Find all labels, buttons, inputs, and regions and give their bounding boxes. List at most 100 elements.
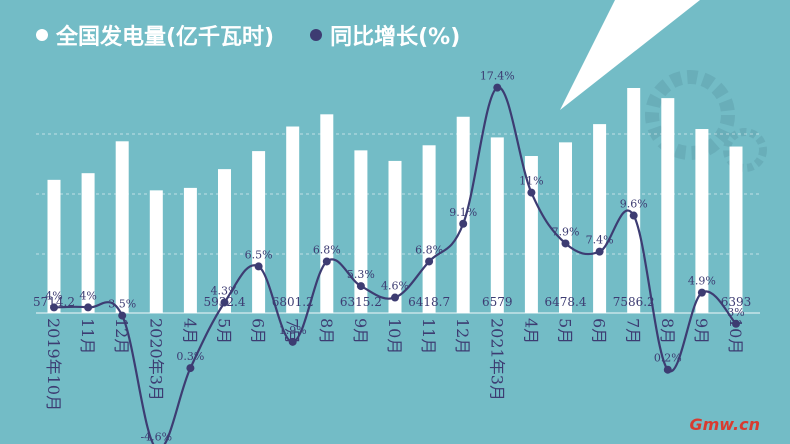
bar [593,124,607,313]
x-tick-label: 8月 [317,318,336,344]
bar-value-label: 6315.2 [340,295,382,309]
bar [354,150,368,313]
growth-label: 7.9% [552,225,580,238]
bar-value-label: 6801.2 [272,295,314,309]
growth-point [322,257,331,266]
growth-label: 5.3% [347,268,375,281]
growth-point [50,303,58,312]
growth-point [527,188,536,197]
legend-line-swatch [310,29,323,41]
growth-label: 0.2% [654,352,682,365]
growth-label: 6.8% [313,243,341,256]
decor-gear-large [645,70,735,160]
growth-label: 17.4% [480,70,515,83]
growth-point [118,311,127,320]
legend: 全国发电量(亿千瓦时) 同比增长(%) [36,20,460,50]
bars-group [47,88,743,314]
growth-label: 1.9% [279,324,307,337]
bar [47,179,61,313]
bar-value-label: 6418.7 [408,295,450,309]
growth-label: 6.8% [415,243,443,256]
growth-point [84,303,93,312]
x-tick-label: 8月 [658,318,677,344]
x-tick-label: 4月 [521,318,540,344]
bar [559,142,572,313]
bar [695,129,709,313]
growth-point [732,319,740,328]
bar [115,141,129,313]
bar [661,98,675,314]
growth-value-labels: 4% 4% 3.5% -4.6% 0.3% 4.3% 6.5% 1.9% 6.8% 5.3% 4.6… [45,70,744,444]
growth-point [595,247,604,256]
growth-label: 6.5% [245,248,273,261]
growth-point [288,337,297,346]
x-tick-label: 5月 [556,318,575,344]
bar [627,88,641,313]
bar-value-labels: 5714.2 5932.4 6801.2 6315.2 6418.7 6579 6478.4… [33,295,751,309]
bar-value-label: 7586.2 [613,295,655,309]
x-tick-label: 9月 [351,318,370,344]
growth-point [254,262,263,271]
bar [524,156,538,313]
growth-label: 9.1% [449,206,477,219]
growth-point [356,282,365,291]
bar [183,187,197,313]
x-tick-label: 6月 [249,318,268,344]
growth-label: -4.6% [140,430,172,443]
x-tick-label: 10月 [385,318,404,354]
growth-point [425,257,434,266]
bar [422,145,436,313]
bar [286,126,300,314]
x-tick-label: 2020年3月 [146,318,165,401]
bar [218,169,231,313]
watermark-logo: Gmw.cn [689,415,760,434]
bar-value-label: 5932.4 [204,295,246,309]
growth-point [186,364,195,373]
bar-value-label: 6393 [721,295,752,309]
growth-line-group [50,83,740,444]
growth-label: 3.5% [108,298,136,311]
bar [149,190,163,313]
bar [729,146,743,313]
decor-gear-small [723,128,767,172]
x-tick-label: 7月 [624,318,643,344]
x-tick-label: 5月 [215,318,234,344]
growth-label: 0.3% [176,350,204,363]
growth-label: 11% [519,175,543,188]
growth-label: 4.3% [211,284,239,297]
x-tick-label: 2021年3月 [487,318,506,401]
x-tick-label: 6月 [590,318,609,344]
bar [456,116,470,314]
x-tick-label: 11月 [419,318,438,354]
bar [81,173,95,313]
bar [490,137,504,313]
growth-label: 4.6% [381,280,409,293]
growth-label: 4% [79,289,96,302]
growth-label: 7.4% [586,234,614,247]
growth-point [220,298,229,307]
legend-line-label: 同比增长(%) [330,25,461,50]
growth-point [697,288,706,297]
x-tick-label: 2019年10月 [44,318,63,411]
x-tick-label: 10月 [726,318,745,354]
bar [388,160,402,313]
growth-point [561,239,570,248]
bar-value-label: 6478.4 [545,295,587,309]
bar-value-label: 5714.2 [33,295,75,309]
x-tick-label: 9月 [692,318,711,344]
background-decor [560,0,767,172]
growth-label: 3% [727,306,744,319]
bar [320,114,334,313]
x-tick-label: 4月 [180,318,199,344]
legend-bar-swatch [36,29,48,41]
growth-point [459,219,468,228]
x-tick-label: 7月 [283,318,302,344]
growth-point [663,365,672,374]
bar [252,151,266,313]
growth-label: 4.9% [688,275,716,288]
decor-triangle [560,0,700,110]
x-tick-label: 11月 [78,318,97,354]
growth-point [391,293,399,302]
x-tick-label: 12月 [453,318,472,354]
